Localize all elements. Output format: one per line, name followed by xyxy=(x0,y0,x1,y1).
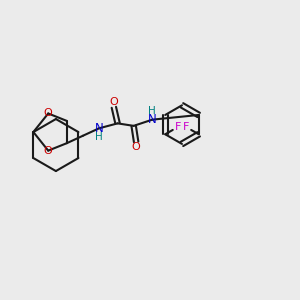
Text: O: O xyxy=(44,146,52,156)
Text: F: F xyxy=(183,122,189,132)
Text: N: N xyxy=(148,113,157,126)
Text: O: O xyxy=(132,142,140,152)
Text: H: H xyxy=(95,132,103,142)
Text: O: O xyxy=(110,97,118,107)
Text: O: O xyxy=(44,109,52,118)
Text: N: N xyxy=(94,122,103,135)
Text: H: H xyxy=(148,106,156,116)
Text: F: F xyxy=(175,122,181,132)
